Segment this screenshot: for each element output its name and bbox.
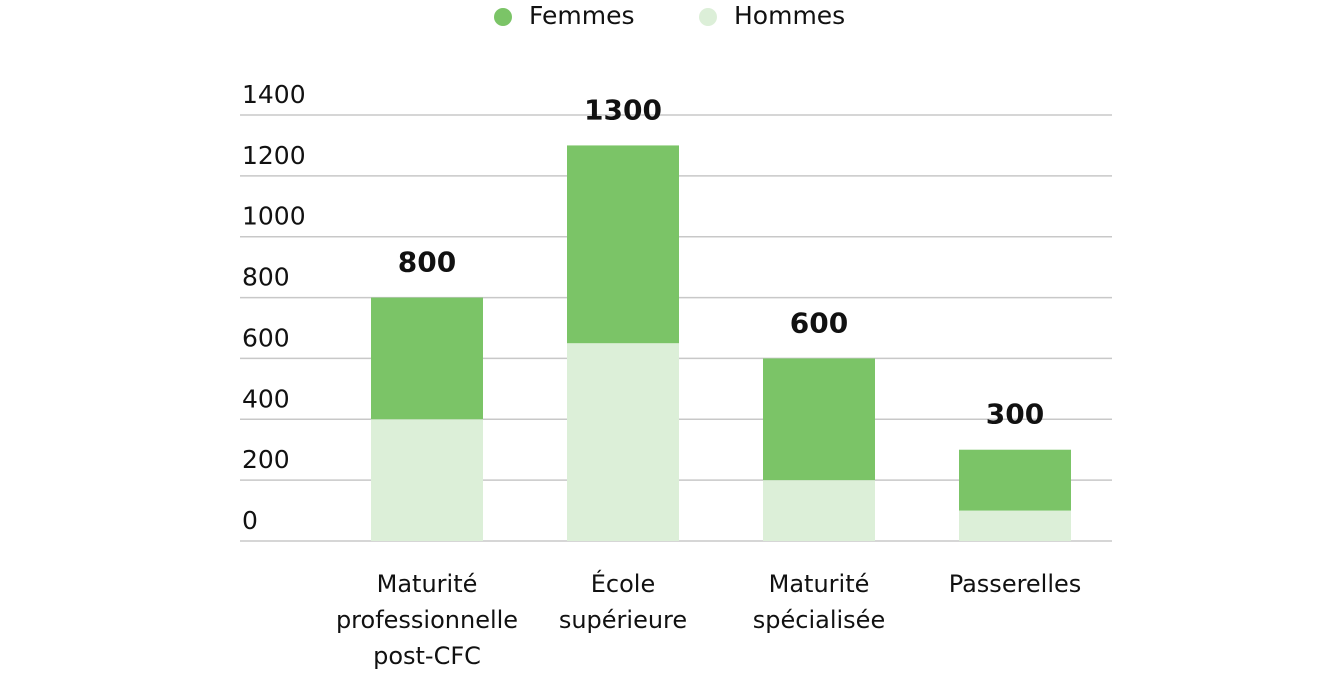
- bar-segment: [567, 145, 679, 344]
- y-tick-label: 600: [242, 323, 290, 352]
- bar-segment: [763, 358, 875, 481]
- bar-segment: [959, 449, 1071, 511]
- bar-segment: [567, 343, 679, 541]
- legend-marker: [494, 8, 512, 26]
- legend-label: Femmes: [529, 1, 635, 30]
- total-label: 800: [398, 246, 456, 279]
- legend-label: Hommes: [734, 1, 845, 30]
- x-tick-label: Maturité professionnelle post-CFC: [335, 570, 519, 670]
- y-tick-label: 0: [242, 506, 258, 535]
- bar-segment: [371, 297, 483, 420]
- total-label: 1300: [584, 93, 662, 126]
- bar-segment: [763, 480, 875, 541]
- total-label: 600: [790, 306, 848, 339]
- bar-segment: [959, 510, 1071, 541]
- bar-segment: [371, 419, 483, 541]
- x-tick-label: École supérieure: [558, 570, 688, 634]
- y-tick-label: 1400: [242, 80, 306, 109]
- y-tick-label: 800: [242, 263, 290, 292]
- total-label: 300: [986, 398, 1044, 431]
- y-tick-label: 1000: [242, 202, 306, 231]
- x-tick-label: Maturité spécialisée: [752, 570, 886, 634]
- y-tick-label: 200: [242, 445, 290, 474]
- y-tick-label: 400: [242, 384, 290, 413]
- legend-marker: [699, 8, 717, 26]
- y-tick-label: 1200: [242, 141, 306, 170]
- x-tick-label: Passerelles: [948, 570, 1082, 598]
